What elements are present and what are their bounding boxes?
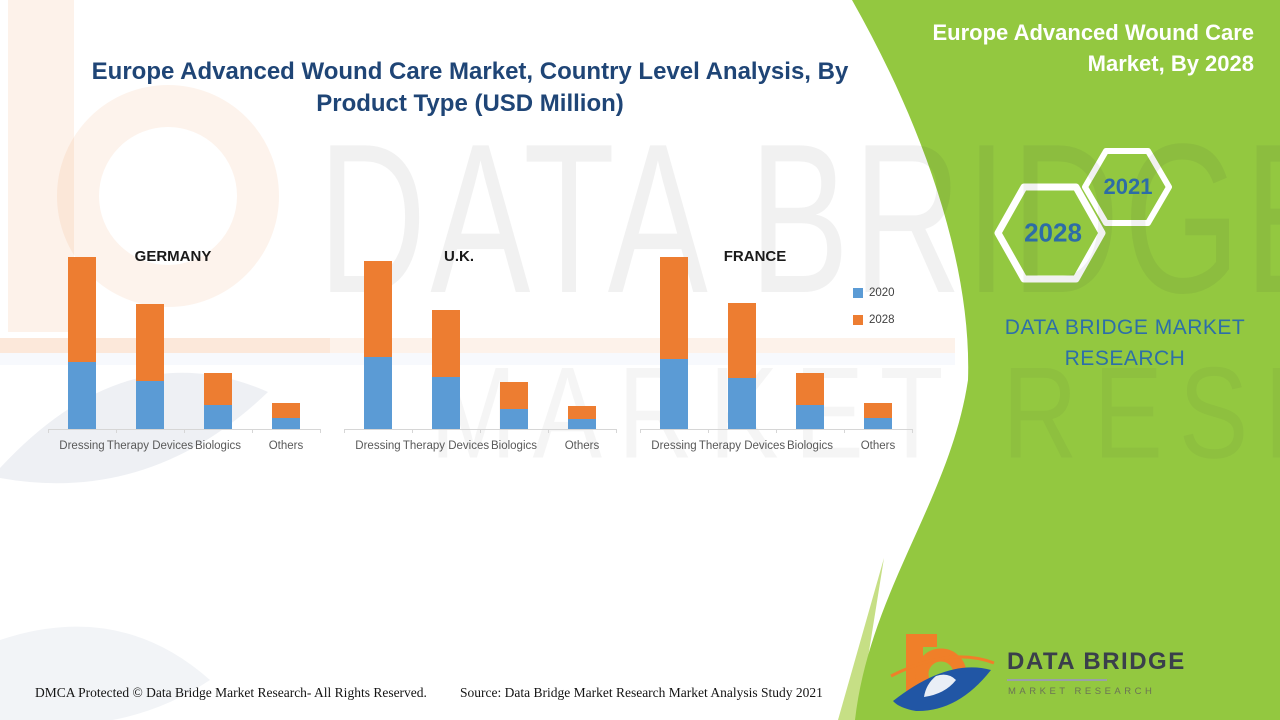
hexagon-2021-outline: [1082, 148, 1172, 226]
axis-tick: [480, 429, 481, 433]
category-label: Dressing: [59, 440, 105, 452]
bar-segment-2020-dressing: [660, 359, 688, 429]
bar-segment-2028-biologics: [796, 373, 824, 405]
bar-segment-2028-others: [864, 403, 892, 418]
brand-logo-mark: [890, 634, 995, 712]
axis-tick: [844, 429, 845, 433]
legend-item-2020: 2020: [853, 285, 895, 301]
axis-tick: [708, 429, 709, 433]
bar-segment-2028-dressing: [364, 261, 392, 357]
bar-segment-2020-therapy-devices: [136, 381, 164, 429]
legend-label-2020: 2020: [869, 287, 895, 299]
hexagon-2028-outline: [994, 183, 1106, 283]
green-panel: [852, 0, 1280, 720]
bar-segment-2020-others: [272, 418, 300, 429]
category-label: Others: [564, 440, 600, 452]
axis-tick: [548, 429, 549, 433]
bar-segment-2028-others: [568, 406, 596, 419]
axis-tick: [184, 429, 185, 433]
axis-tick: [776, 429, 777, 433]
bar-segment-2028-biologics: [500, 382, 528, 409]
bar-segment-2028-therapy-devices: [728, 303, 756, 378]
logo-title: DATA BRIDGE: [1007, 648, 1186, 675]
category-label: Biologics: [786, 440, 834, 452]
axis-tick: [320, 429, 321, 433]
country-label-france: FRANCE: [723, 248, 787, 265]
axis-tick: [616, 429, 617, 433]
axis-tick: [412, 429, 413, 433]
bar-segment-2028-others: [272, 403, 300, 418]
brand-name-text: DATA BRIDGE MARKET RESEARCH: [1004, 316, 1246, 370]
axis-tick: [640, 429, 641, 433]
bar-segment-2028-therapy-devices: [432, 310, 460, 377]
axis-tick: [48, 429, 49, 433]
bar-segment-2028-therapy-devices: [136, 304, 164, 381]
legend-item-2028: 2028: [853, 312, 895, 328]
category-label: Dressing: [651, 440, 697, 452]
green-panel-title: Europe Advanced Wound Care Market, By 20…: [932, 20, 1255, 76]
legend-swatch-2028: [853, 315, 863, 325]
bar-segment-2020-others: [568, 419, 596, 429]
bar-segment-2020-biologics: [500, 409, 528, 429]
axis-tick: [116, 429, 117, 433]
category-label: Others: [860, 440, 896, 452]
category-label: Others: [268, 440, 304, 452]
category-label: Therapy Devices: [698, 440, 786, 452]
bar-segment-2020-dressing: [364, 357, 392, 429]
logo-underline: [1007, 679, 1107, 681]
bar-segment-2020-dressing: [68, 362, 96, 429]
axis-tick: [344, 429, 345, 433]
country-label-germany: GERMANY: [134, 248, 212, 265]
bar-segment-2020-biologics: [204, 405, 232, 429]
country-label-uk: U.K.: [444, 248, 474, 265]
axis-tick: [912, 429, 913, 433]
category-label: Biologics: [194, 440, 242, 452]
bar-segment-2020-biologics: [796, 405, 824, 429]
category-label: Biologics: [490, 440, 538, 452]
chart-legend: 2020 2028: [853, 285, 895, 339]
bar-segment-2028-dressing: [660, 257, 688, 359]
bar-segment-2020-others: [864, 418, 892, 429]
axis-tick: [252, 429, 253, 433]
footer-dmca: DMCA Protected © Data Bridge Market Rese…: [35, 685, 427, 700]
legend-label-2028: 2028: [869, 314, 895, 326]
hexagon-year-2021: 2021: [1103, 174, 1153, 199]
category-label: Therapy Devices: [402, 440, 490, 452]
legend-swatch-2020: [853, 288, 863, 298]
logo-subtitle: MARKET RESEARCH: [1008, 686, 1156, 697]
hexagon-year-2028: 2028: [1024, 217, 1082, 248]
light-green-sliver: [838, 558, 884, 720]
footer-source: Source: Data Bridge Market Research Mark…: [460, 685, 823, 700]
bar-segment-2020-therapy-devices: [728, 378, 756, 429]
chart-title: Europe Advanced Wound Care Market, Count…: [91, 58, 849, 117]
bar-segment-2028-biologics: [204, 373, 232, 405]
bar-segment-2028-dressing: [68, 257, 96, 362]
category-label: Therapy Devices: [106, 440, 194, 452]
watermark-swoosh: [0, 372, 268, 484]
watermark-logo-b: [0, 0, 955, 720]
bar-segment-2020-therapy-devices: [432, 377, 460, 429]
category-label: Dressing: [355, 440, 401, 452]
